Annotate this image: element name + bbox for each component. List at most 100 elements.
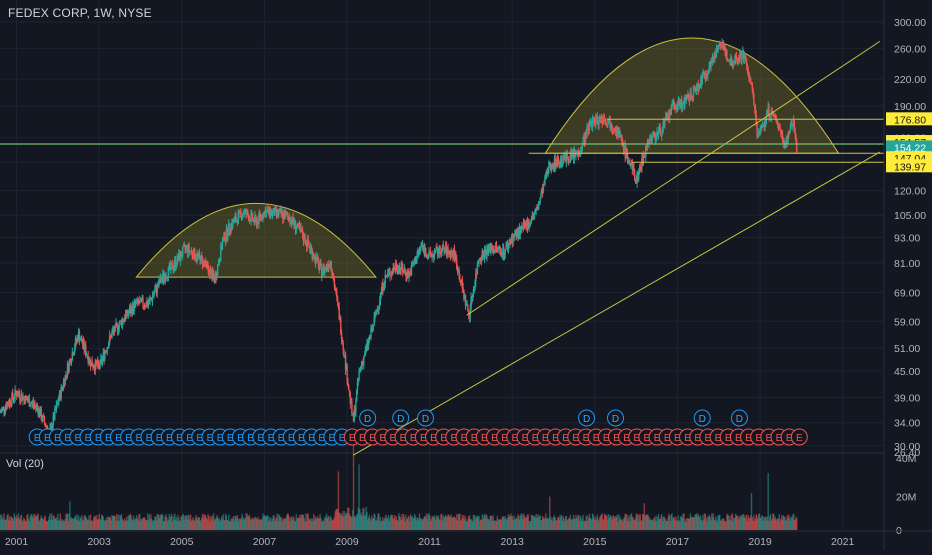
volume-bar	[5, 519, 8, 530]
volume-bar	[661, 521, 664, 530]
candle-body	[161, 278, 163, 282]
volume-bar	[788, 517, 791, 530]
volume-bar	[706, 521, 708, 530]
candle-body	[232, 220, 234, 228]
volume-bar	[378, 513, 380, 530]
candle-body	[629, 162, 631, 166]
candle-body	[154, 289, 156, 294]
volume-bar	[166, 517, 168, 530]
candle-body	[560, 156, 563, 164]
volume-bar	[300, 514, 302, 530]
candle-body	[546, 170, 549, 174]
volume-bar	[537, 516, 540, 530]
volume-bar	[223, 520, 225, 530]
candle-body	[282, 211, 284, 219]
volume-bar	[495, 520, 498, 530]
volume-bar	[18, 517, 20, 530]
candle-body	[306, 239, 309, 247]
volume-bar	[765, 516, 767, 530]
candle-body	[305, 243, 308, 247]
volume-bar	[393, 517, 395, 530]
volume-bar	[17, 513, 19, 530]
candle-body	[677, 99, 680, 108]
volume-bar	[173, 519, 175, 530]
price-tick-label: 93.00	[894, 233, 920, 245]
candle-body	[649, 136, 652, 138]
candle-body	[109, 335, 112, 337]
candle-body	[290, 219, 293, 224]
candle-body	[596, 116, 599, 124]
volume-bar	[549, 516, 552, 530]
candle-body	[12, 397, 15, 399]
candle-body	[247, 215, 250, 221]
volume-bar	[152, 520, 155, 530]
candle-body	[720, 46, 723, 48]
candle-body	[556, 161, 558, 167]
volume-bar	[688, 518, 691, 530]
volume-bar	[614, 518, 616, 530]
candle-body	[256, 220, 259, 227]
candle-body	[413, 258, 416, 264]
candle-body	[784, 142, 787, 144]
volume-bar	[10, 516, 12, 530]
volume-bar	[610, 515, 612, 530]
candle-body	[541, 188, 543, 194]
volume-bar	[128, 515, 131, 530]
volume-bar	[19, 515, 22, 530]
candle-body	[38, 409, 40, 415]
volume-bar	[131, 518, 133, 530]
candle-body	[611, 126, 614, 130]
earnings-marker-label: E	[64, 433, 71, 444]
volume-bar	[796, 518, 798, 530]
dividend-marker-label: D	[422, 414, 429, 425]
earnings-marker-label: E	[176, 433, 183, 444]
volume-bar	[207, 513, 209, 530]
candle-body	[278, 211, 280, 215]
volume-bar	[755, 513, 757, 530]
candle-body	[766, 113, 769, 115]
price-tick-label: 30.00	[894, 441, 920, 453]
candle-body	[414, 258, 417, 264]
volume-bar	[512, 519, 514, 530]
candle-body	[467, 311, 470, 315]
candle-body	[481, 251, 483, 261]
candle-body	[534, 209, 537, 214]
candle-body	[659, 126, 661, 134]
candle-body	[285, 212, 287, 214]
earnings-marker-label: E	[745, 433, 752, 444]
candle-body	[527, 219, 529, 229]
candle-body	[574, 149, 576, 156]
candle-body	[638, 167, 641, 173]
volume-bar	[307, 513, 309, 530]
volume-bar	[174, 519, 177, 530]
volume-bar	[736, 515, 738, 530]
candle-body	[737, 57, 739, 64]
candle-body	[711, 61, 713, 63]
candle-body	[522, 226, 524, 229]
volume-bar	[301, 515, 304, 530]
volume-bar	[465, 521, 468, 530]
volume-bar	[50, 513, 53, 530]
earnings-marker-label: E	[603, 433, 610, 444]
volume-bar	[777, 518, 779, 530]
volume-bar	[338, 512, 340, 530]
volume-bar	[222, 514, 224, 530]
candle-body	[79, 339, 81, 341]
volume-bar	[558, 519, 560, 530]
candle-body	[676, 104, 678, 110]
earnings-marker-label: E	[329, 433, 336, 444]
time-tick-label: 2017	[666, 536, 690, 548]
candle-body	[268, 207, 270, 214]
candle-body	[748, 72, 750, 81]
volume-bar	[325, 517, 327, 530]
candle-body	[626, 153, 629, 162]
candle-body	[525, 222, 528, 231]
volume-bar	[609, 515, 611, 530]
candle-body	[613, 129, 615, 131]
volume-bar	[58, 519, 61, 530]
price-axis: 300.00260.00220.00190.00160.00140.00120.…	[883, 0, 932, 550]
volume-bar	[235, 515, 237, 530]
volume-bar	[566, 519, 568, 530]
candle-body	[189, 250, 192, 252]
